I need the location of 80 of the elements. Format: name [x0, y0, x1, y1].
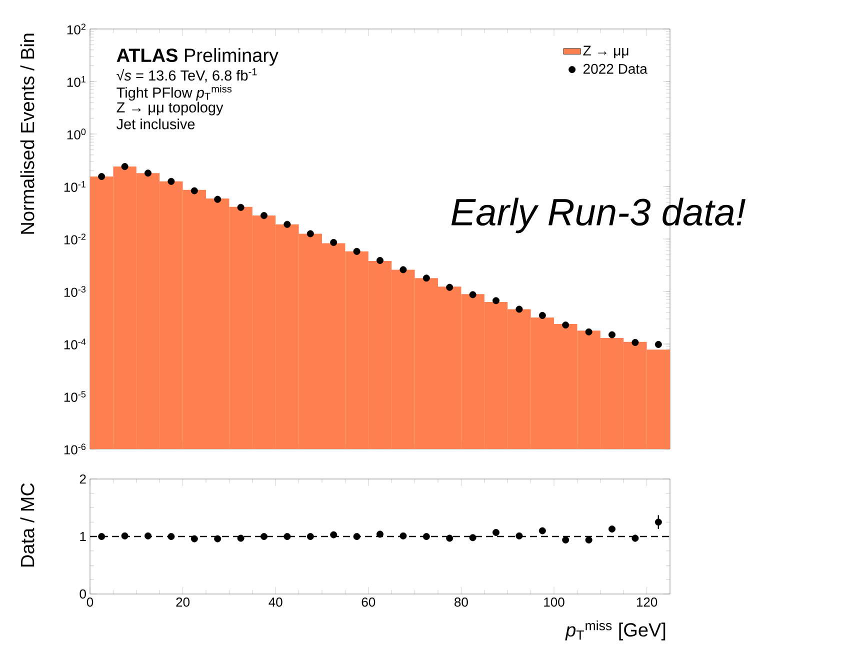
point [353, 248, 360, 255]
point [422, 274, 430, 282]
point [446, 284, 454, 291]
point [214, 196, 222, 203]
point [121, 532, 128, 540]
point [376, 530, 384, 538]
point [469, 291, 476, 298]
y-axis-title: Data / MC [20, 483, 34, 566]
point [168, 532, 175, 540]
legend-label: 2022 Data [584, 64, 648, 74]
point [214, 535, 222, 542]
y-axis-title: Normalised Events / Bin [20, 34, 34, 234]
point [330, 238, 338, 246]
point [492, 528, 500, 536]
point [585, 328, 592, 336]
point [400, 266, 407, 274]
point [190, 187, 198, 194]
annotation: ATLAS Preliminary [116, 48, 278, 66]
annotation: Tight PFlow p$_{T}$miss [116, 85, 232, 101]
point [400, 532, 407, 540]
annotation: √s = 13.6 TeV, 6.8 fb$^{-1}$ [116, 68, 257, 82]
point [306, 532, 314, 540]
point [190, 535, 198, 542]
x-tick-label: 100 [544, 598, 564, 607]
annotation: Early Run-3 data! [451, 198, 746, 234]
point [632, 534, 639, 542]
y-tick-label: 10$^{-3}$ [64, 286, 86, 297]
x-tick-label: 40 [268, 598, 282, 607]
point [168, 178, 175, 185]
legend-label: Z → μμ [583, 46, 628, 58]
point [260, 532, 268, 540]
x-tick-label: 120 [636, 598, 658, 607]
x-axis-title: p$_{T}$$^{miss}$ [GeV] [565, 620, 666, 640]
x-tick-label: 0 [86, 598, 94, 607]
y-tick-label: 10$^{-4}$ [64, 338, 86, 350]
point [516, 306, 523, 313]
point [353, 532, 360, 540]
y-tick-label: 10$^{1}$ [67, 76, 86, 87]
point [562, 536, 570, 544]
point [284, 220, 291, 228]
y-tick-label: 10$^{-1}$ [64, 181, 86, 192]
y-tick-label: 10$^{-5}$ [64, 391, 86, 402]
y-tick-label: 2 [80, 474, 86, 484]
point [446, 534, 454, 542]
point [632, 338, 639, 346]
y-tick-label: 10$^{-2}$ [64, 234, 86, 244]
x-tick-label: 20 [176, 598, 190, 607]
point [237, 534, 244, 542]
point [608, 526, 616, 533]
annotation: Jet inclusive [116, 118, 195, 130]
point [144, 532, 152, 540]
y-tick-label: 0 [80, 589, 86, 599]
point [654, 518, 662, 526]
point [330, 531, 338, 538]
y-tick-label: 1 [80, 532, 86, 541]
point [538, 527, 546, 534]
point [260, 212, 268, 220]
point [562, 322, 570, 329]
point [98, 532, 106, 540]
point [516, 532, 523, 540]
point [237, 204, 244, 211]
point [121, 163, 128, 170]
y-tick-label: 10$^{-6}$ [64, 444, 86, 454]
y-tick-label: 10$^{0}$ [67, 128, 86, 140]
x-tick-label: 60 [362, 598, 376, 607]
point [284, 532, 291, 540]
point [469, 534, 476, 542]
point [492, 297, 500, 304]
y-tick-label: 10$^{2}$ [67, 24, 86, 34]
point [98, 173, 106, 180]
x-tick-label: 80 [454, 598, 468, 607]
annotation: Z → μμ topology [116, 102, 224, 116]
point [306, 230, 314, 238]
point [376, 256, 384, 264]
point [654, 340, 662, 348]
point [422, 532, 430, 540]
point [144, 170, 152, 177]
point [538, 312, 546, 319]
point [585, 536, 592, 544]
point [608, 331, 616, 338]
